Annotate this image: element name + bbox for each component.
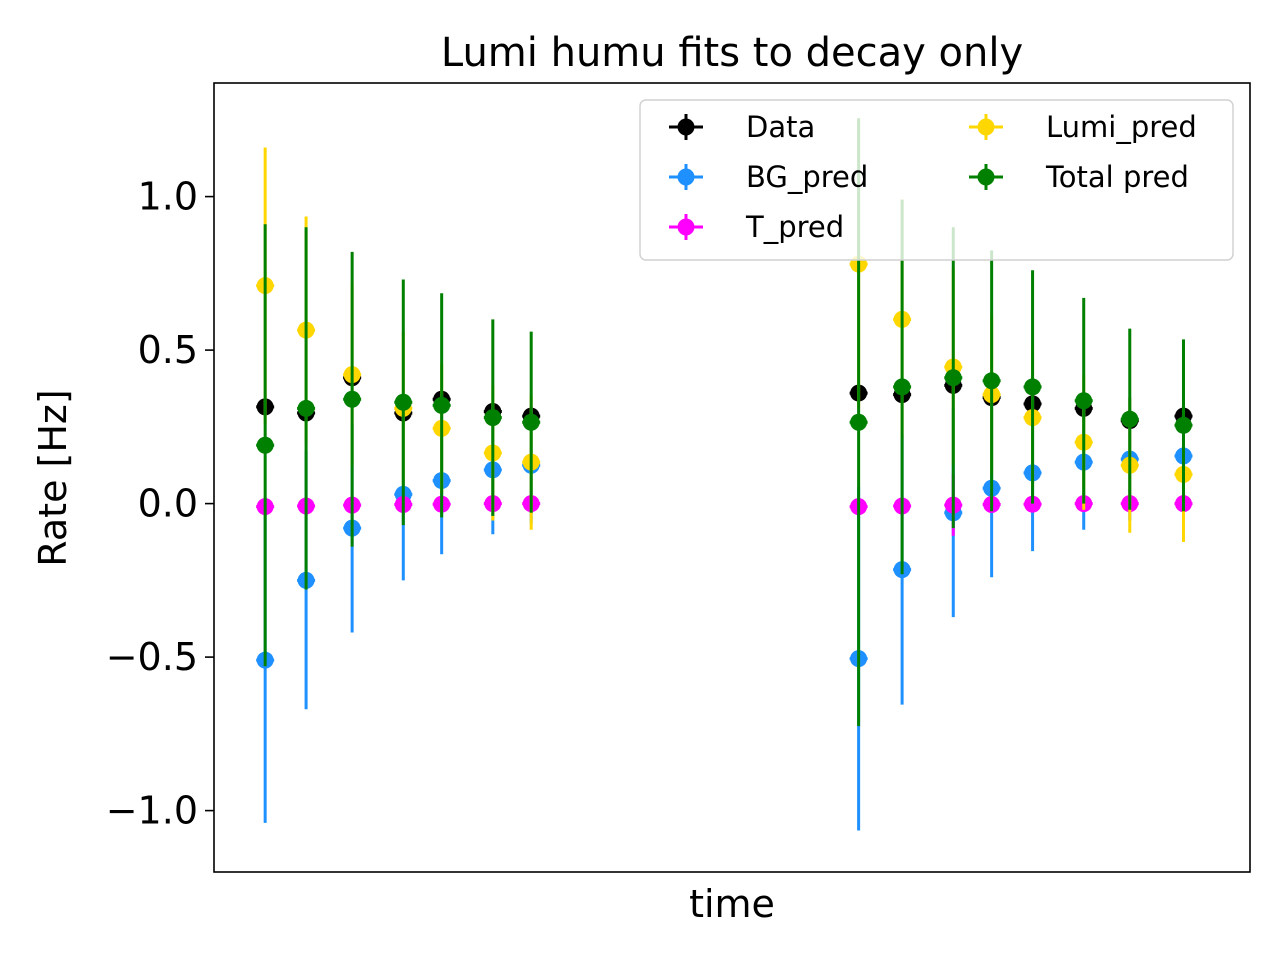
legend-label: Lumi_pred	[1046, 110, 1197, 144]
data-point	[944, 369, 962, 387]
plot-marks	[256, 118, 1193, 831]
data-point	[522, 413, 540, 431]
data-point	[1075, 392, 1093, 410]
data-point	[256, 436, 274, 454]
legend-item-lumi-pred: Lumi_pred	[969, 110, 1197, 144]
legend-item-bg-pred: BG_pred	[669, 160, 868, 194]
data-point	[1024, 495, 1042, 513]
y-axis-ticks: −1.0 −0.5 0.0 0.5 1.0	[106, 175, 214, 833]
y-tick-label: 1.0	[138, 175, 198, 219]
data-point	[1174, 416, 1192, 434]
data-point	[297, 399, 315, 417]
legend-marker	[677, 168, 695, 186]
x-axis-label: time	[689, 882, 775, 926]
y-tick-label: 0.5	[138, 328, 198, 372]
legend-item-total-pred: Total pred	[969, 160, 1189, 194]
legend-label: BG_pred	[746, 160, 868, 194]
data-point	[1024, 378, 1042, 396]
y-tick-label: −0.5	[106, 635, 198, 679]
data-point	[1121, 410, 1139, 428]
legend-label: Total pred	[1045, 160, 1189, 194]
data-point	[484, 409, 502, 427]
legend-marker	[977, 168, 995, 186]
legend-item-data: Data	[669, 110, 815, 144]
series-total-pred	[256, 118, 1193, 727]
legend-marker	[977, 118, 995, 136]
legend-label: T_pred	[745, 210, 844, 244]
plot-frame	[213, 82, 1251, 873]
data-point	[343, 390, 361, 408]
y-axis-label: Rate [Hz]	[31, 389, 75, 566]
data-point	[394, 393, 412, 411]
data-point	[983, 372, 1001, 390]
data-point	[850, 413, 868, 431]
legend-marker	[677, 218, 695, 236]
y-tick-label: −1.0	[106, 789, 198, 833]
data-point	[433, 396, 451, 414]
data-point	[893, 378, 911, 396]
legend-item-t-pred: T_pred	[669, 210, 844, 244]
legend: Data BG_pred T_pred Lumi_pred Total pred	[639, 99, 1234, 261]
legend-marker	[677, 118, 695, 136]
legend-label: Data	[746, 110, 815, 144]
chart-title: Lumi humu fits to decay only	[441, 30, 1023, 76]
legend-box	[639, 99, 1234, 261]
y-tick-label: 0.0	[138, 482, 198, 526]
